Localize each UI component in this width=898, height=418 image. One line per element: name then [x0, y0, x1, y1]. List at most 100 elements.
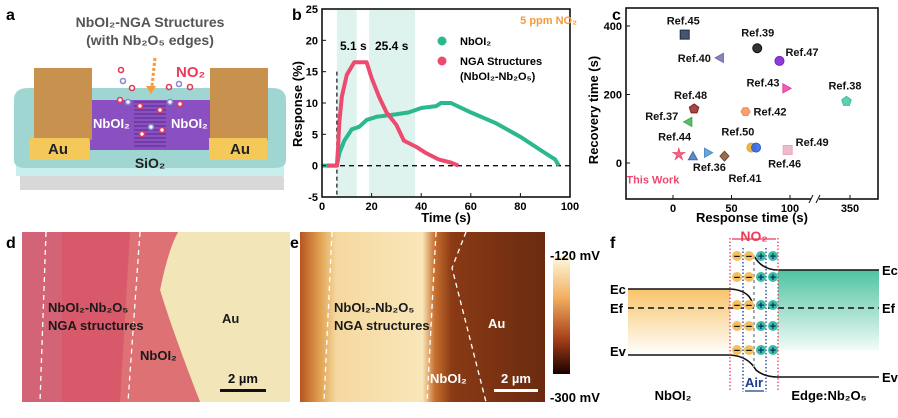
series-line-1 — [326, 60, 460, 168]
ev-right-label: Ev — [882, 370, 898, 385]
panel-label-e: e — [290, 235, 299, 252]
legend: NbOI₂ NGA Structures (NbOI₂-Nb₂O₅) — [437, 36, 542, 83]
hole-icon — [768, 272, 778, 282]
marker-point — [704, 147, 714, 159]
point-label: Ref.44 — [658, 132, 692, 144]
panel-a-title-line1: NbOI₂-NGA Structures — [76, 14, 225, 30]
region-label-line1: NbOI₂-Nb₂O₅ — [334, 300, 414, 315]
nboi2-label: NbOI₂ — [140, 348, 177, 363]
plot-frame — [625, 7, 879, 200]
hole-icon — [768, 251, 778, 261]
electron-icon — [744, 345, 754, 355]
minus-sign: − — [746, 300, 752, 312]
colorbar-max-label: -120 mV — [550, 248, 600, 263]
legend-label-nga-line2: (NbOI₂-Nb₂O₅) — [460, 71, 536, 83]
point-label: This Work — [626, 174, 680, 186]
optical-image: NbOI₂-Nb₂O₅ NGA structures Au NbOI₂ 2 µm — [22, 231, 290, 403]
series-line-0 — [322, 101, 561, 168]
x-tick-label: 20 — [365, 201, 377, 213]
marker-point — [782, 144, 793, 155]
y-axis-label-c: Recovery time (s) — [586, 56, 601, 164]
y-tick-label: 400 — [604, 21, 622, 33]
x-axis-label-c: Response time (s) — [696, 210, 808, 225]
point-label: Ref.49 — [796, 137, 829, 149]
no2-molecule-icons — [116, 66, 194, 138]
gas-concentration-label: 5 ppm NO₂ — [520, 15, 577, 27]
x-tick-label: 0 — [670, 203, 676, 215]
electron-icon — [744, 272, 754, 282]
y-tick-label: 20 — [306, 35, 318, 47]
y-tick-label: 5 — [312, 129, 318, 141]
scalebar — [494, 389, 538, 392]
response-time-label: 5.1 s — [340, 39, 367, 53]
marker-point — [782, 82, 793, 94]
hole-icon — [756, 300, 766, 310]
x-tick-label: 100 — [781, 203, 799, 215]
region-label-line1: NbOI₂-Nb₂O₅ — [48, 300, 128, 315]
colorbar-min-label: -300 mV — [550, 390, 600, 405]
point-label: Ref.39 — [741, 27, 774, 39]
electrode-label-left: Au — [48, 141, 68, 158]
marker-point — [687, 150, 699, 161]
region-label-line2: NGA structures — [48, 318, 144, 333]
axis-break-mark — [815, 194, 821, 204]
panel-label-d: d — [6, 235, 16, 252]
x-tick-label: 60 — [465, 201, 477, 213]
plus-sign: + — [758, 345, 764, 357]
interface-charges: − − + +− − + +− − + +− − + +− − + + — [732, 251, 778, 357]
ef-left-label: Ef — [610, 301, 624, 316]
minus-sign: − — [746, 251, 752, 263]
point-label: Ref.45 — [667, 16, 700, 28]
point-label: Ref.50 — [721, 127, 754, 139]
hole-icon — [756, 345, 766, 355]
region-label-line2: NGA structures — [334, 318, 430, 333]
channel-label-right: NbOI₂ — [171, 116, 208, 131]
point-label: Ref.37 — [645, 111, 678, 123]
au-electrode-left — [34, 68, 92, 140]
plus-sign: + — [758, 321, 764, 333]
hole-icon — [768, 345, 778, 355]
x-tick-label: 40 — [415, 201, 427, 213]
legend-label-nboi2: NbOI₂ — [460, 36, 491, 48]
left-material-label: NbOI₂ — [655, 388, 692, 403]
air-label: Air — [745, 375, 763, 390]
x-tick-label: 80 — [514, 201, 526, 213]
panel-a-title-line2: (with Nb₂O₅ edges) — [86, 32, 214, 48]
plus-sign: + — [758, 300, 764, 312]
point-label: Ref.43 — [746, 77, 779, 89]
point-label: Ref.48 — [674, 90, 707, 102]
minus-sign: − — [734, 300, 740, 312]
y-tick-label: 0 — [312, 161, 318, 173]
channel-label-left: NbOI₂ — [93, 116, 130, 131]
panel-label-f: f — [610, 235, 616, 252]
marker-point — [774, 55, 785, 66]
y-tick-label: 25 — [306, 4, 318, 16]
minus-sign: − — [746, 272, 752, 284]
recovery-time-label: 25.4 s — [375, 39, 409, 53]
x-tick-label: 350 — [841, 203, 859, 215]
au-label: Au — [222, 311, 239, 326]
colorbar — [553, 256, 570, 374]
ec-left-label: Ec — [610, 282, 626, 297]
hole-icon — [756, 272, 766, 282]
y-tick-label: 200 — [604, 90, 622, 102]
x-axis-label-b: Time (s) — [421, 210, 471, 225]
y-tick-label: 0 — [616, 158, 622, 170]
hole-icon — [768, 300, 778, 310]
legend-marker-nboi2 — [437, 36, 447, 46]
electron-icon — [732, 345, 742, 355]
nb2o5-band-region — [778, 270, 879, 350]
point-label: Ref.42 — [754, 107, 787, 119]
x-tick-label: 0 — [319, 201, 325, 213]
marker-point — [679, 29, 690, 40]
y-axis-label-b: Response (%) — [290, 61, 305, 147]
minus-sign: − — [734, 321, 740, 333]
plus-sign: + — [770, 345, 776, 357]
electron-icon — [732, 251, 742, 261]
marker-point — [688, 103, 700, 114]
marker-point — [740, 107, 751, 117]
hole-icon — [756, 251, 766, 261]
electron-icon — [744, 321, 754, 331]
panel-label-c: c — [612, 7, 621, 24]
